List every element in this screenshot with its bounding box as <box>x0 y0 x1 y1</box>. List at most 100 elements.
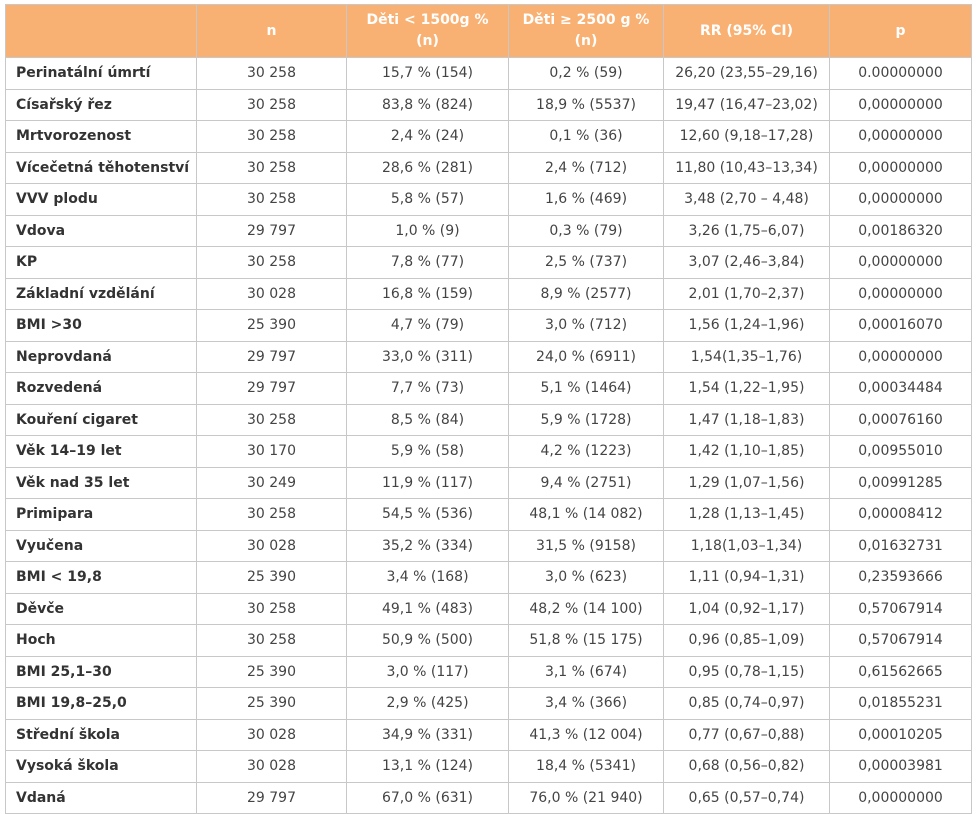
cell-over-2500g: 3,4 % (366) <box>508 687 664 720</box>
cell-under-1500g: 16,8 % (159) <box>346 277 509 310</box>
cell-n: 30 258 <box>196 183 347 216</box>
cell-under-1500g: 13,1 % (124) <box>346 750 509 783</box>
cell-rr-ci: 1,54(1,35–1,76) <box>663 340 830 373</box>
row-label: Hoch <box>5 624 197 657</box>
cell-n: 29 797 <box>196 340 347 373</box>
table-row: Primipara 30 258 54,5 % (536) 48,1 % (14 08… <box>5 498 972 531</box>
cell-under-1500g: 4,7 % (79) <box>346 309 509 342</box>
cell-rr-ci: 12,60 (9,18–17,28) <box>663 120 830 153</box>
table-row: KP 30 258 7,8 % (77) 2,5 % (737) 3,07 (2,46–… <box>5 246 972 279</box>
cell-p: 0,00000000 <box>829 120 972 153</box>
cell-under-1500g: 3,0 % (117) <box>346 655 509 688</box>
cell-p: 0,00000000 <box>829 246 972 279</box>
cell-over-2500g: 48,1 % (14 082) <box>508 498 664 531</box>
table-row: Vdova 29 797 1,0 % (9) 0,3 % (79) 3,26 (1,75… <box>5 214 972 247</box>
cell-under-1500g: 5,9 % (58) <box>346 435 509 468</box>
row-label: Vdova <box>5 214 197 247</box>
table-row: BMI 25,1–30 25 390 3,0 % (117) 3,1 % (674) 0… <box>5 655 972 688</box>
cell-p: 0,61562665 <box>829 655 972 688</box>
cell-under-1500g: 54,5 % (536) <box>346 498 509 531</box>
table-row: Střední škola 30 028 34,9 % (331) 41,3 % (1… <box>5 718 972 751</box>
cell-p: 0,00000000 <box>829 183 972 216</box>
table-row: Věk nad 35 let 30 249 11,9 % (117) 9,4 % (2… <box>5 466 972 499</box>
cell-rr-ci: 3,07 (2,46–3,84) <box>663 246 830 279</box>
cell-over-2500g: 18,9 % (5537) <box>508 88 664 121</box>
cell-n: 25 390 <box>196 309 347 342</box>
table-row: Vysoká škola 30 028 13,1 % (124) 18,4 % (53… <box>5 750 972 783</box>
row-label: Základní vzdělání <box>5 277 197 310</box>
cell-rr-ci: 26,20 (23,55–29,16) <box>663 57 830 90</box>
cell-under-1500g: 1,0 % (9) <box>346 214 509 247</box>
cell-rr-ci: 3,26 (1,75–6,07) <box>663 214 830 247</box>
table-body: Perinatální úmrtí 30 258 15,7 % (154) 0,2 %… <box>5 57 972 814</box>
cell-n: 30 258 <box>196 592 347 625</box>
cell-rr-ci: 1,11 (0,94–1,31) <box>663 561 830 594</box>
cell-p: 0,57067914 <box>829 624 972 657</box>
cell-p: 0,00000000 <box>829 151 972 184</box>
cell-n: 30 028 <box>196 529 347 562</box>
cell-p: 0,57067914 <box>829 592 972 625</box>
cell-over-2500g: 24,0 % (6911) <box>508 340 664 373</box>
cell-under-1500g: 83,8 % (824) <box>346 88 509 121</box>
cell-n: 30 258 <box>196 88 347 121</box>
cell-over-2500g: 2,5 % (737) <box>508 246 664 279</box>
cell-over-2500g: 3,0 % (712) <box>508 309 664 342</box>
row-label: Rozvedená <box>5 372 197 405</box>
row-label: KP <box>5 246 197 279</box>
cell-under-1500g: 28,6 % (281) <box>346 151 509 184</box>
cell-rr-ci: 0,68 (0,56–0,82) <box>663 750 830 783</box>
cell-p: 0,00000000 <box>829 781 972 814</box>
cell-over-2500g: 9,4 % (2751) <box>508 466 664 499</box>
table-row: Děvče 30 258 49,1 % (483) 48,2 % (14 100) 1,… <box>5 592 972 625</box>
row-label: Věk 14–19 let <box>5 435 197 468</box>
header-row: n Děti < 1500g % (n) Děti ≥ 2500 g % (n) RR… <box>5 4 972 58</box>
cell-over-2500g: 76,0 % (21 940) <box>508 781 664 814</box>
table-row: Rozvedená 29 797 7,7 % (73) 5,1 % (1464) 1,5… <box>5 372 972 405</box>
row-label: Primipara <box>5 498 197 531</box>
header-rr-ci: RR (95% CI) <box>663 4 830 58</box>
cell-rr-ci: 1,28 (1,13–1,45) <box>663 498 830 531</box>
cell-over-2500g: 5,1 % (1464) <box>508 372 664 405</box>
cell-p: 0.00000000 <box>829 57 972 90</box>
cell-under-1500g: 34,9 % (331) <box>346 718 509 751</box>
cell-p: 0,01855231 <box>829 687 972 720</box>
cell-n: 30 170 <box>196 435 347 468</box>
cell-n: 29 797 <box>196 214 347 247</box>
cell-over-2500g: 1,6 % (469) <box>508 183 664 216</box>
cell-rr-ci: 1,29 (1,07–1,56) <box>663 466 830 499</box>
cell-under-1500g: 11,9 % (117) <box>346 466 509 499</box>
row-label: BMI 19,8–25,0 <box>5 687 197 720</box>
cell-n: 30 258 <box>196 624 347 657</box>
cell-over-2500g: 41,3 % (12 004) <box>508 718 664 751</box>
cell-under-1500g: 49,1 % (483) <box>346 592 509 625</box>
cell-rr-ci: 0,77 (0,67–0,88) <box>663 718 830 751</box>
results-table-container: n Děti < 1500g % (n) Děti ≥ 2500 g % (n) RR… <box>5 4 972 814</box>
table-row: Mrtvorozenost 30 258 2,4 % (24) 0,1 % (36) 1… <box>5 120 972 153</box>
cell-p: 0,23593666 <box>829 561 972 594</box>
cell-rr-ci: 0,65 (0,57–0,74) <box>663 781 830 814</box>
cell-rr-ci: 1,04 (0,92–1,17) <box>663 592 830 625</box>
row-label: Císařský řez <box>5 88 197 121</box>
cell-over-2500g: 0,2 % (59) <box>508 57 664 90</box>
cell-rr-ci: 0,85 (0,74–0,97) <box>663 687 830 720</box>
table-row: BMI < 19,8 25 390 3,4 % (168) 3,0 % (623) 1,… <box>5 561 972 594</box>
table-row: Hoch 30 258 50,9 % (500) 51,8 % (15 175) 0,9… <box>5 624 972 657</box>
cell-rr-ci: 0,95 (0,78–1,15) <box>663 655 830 688</box>
row-label: VVV plodu <box>5 183 197 216</box>
row-label: Perinatální úmrtí <box>5 57 197 90</box>
cell-under-1500g: 35,2 % (334) <box>346 529 509 562</box>
table-header: n Děti < 1500g % (n) Děti ≥ 2500 g % (n) RR… <box>5 4 972 58</box>
cell-n: 30 249 <box>196 466 347 499</box>
cell-over-2500g: 31,5 % (9158) <box>508 529 664 562</box>
row-label: Vyučena <box>5 529 197 562</box>
row-label: Děvče <box>5 592 197 625</box>
results-table: n Děti < 1500g % (n) Děti ≥ 2500 g % (n) RR… <box>5 4 972 814</box>
cell-rr-ci: 1,54 (1,22–1,95) <box>663 372 830 405</box>
cell-over-2500g: 4,2 % (1223) <box>508 435 664 468</box>
cell-rr-ci: 1,47 (1,18–1,83) <box>663 403 830 436</box>
cell-over-2500g: 0,1 % (36) <box>508 120 664 153</box>
cell-p: 0,00016070 <box>829 309 972 342</box>
cell-over-2500g: 5,9 % (1728) <box>508 403 664 436</box>
row-label: Neprovdaná <box>5 340 197 373</box>
row-label: BMI 25,1–30 <box>5 655 197 688</box>
